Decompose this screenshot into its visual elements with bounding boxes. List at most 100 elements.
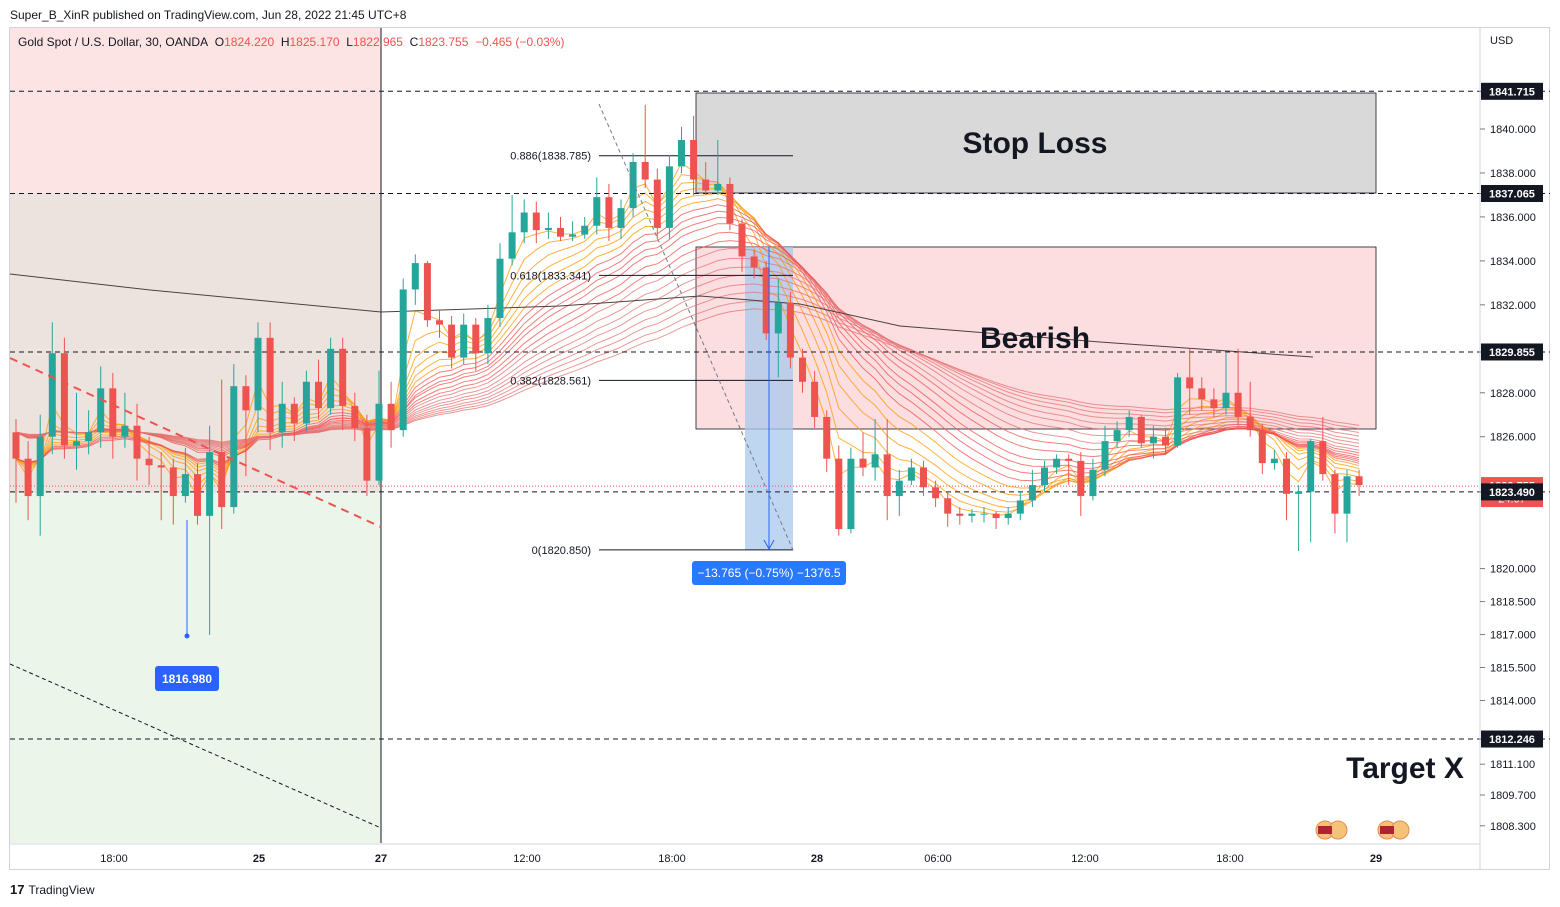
price-tag-bg xyxy=(1481,82,1543,100)
candle xyxy=(254,322,262,433)
candle xyxy=(532,201,540,244)
time-tick-label: 18:00 xyxy=(1216,853,1244,865)
candle xyxy=(327,337,335,415)
time-tick-label: 12:00 xyxy=(1071,853,1099,865)
candle xyxy=(315,359,322,420)
time-axis[interactable]: 18:00 25 27 12:00 18:00 28 06:00 12:00 18:00 29 xyxy=(100,853,1382,865)
candle xyxy=(593,177,601,235)
low-label: L xyxy=(346,35,353,49)
candle xyxy=(85,410,93,455)
zone-top-pink xyxy=(10,28,381,193)
candle xyxy=(883,419,891,521)
candle xyxy=(1149,425,1157,459)
candle xyxy=(1295,485,1303,552)
symbol-name: Gold Spot / U.S. Dollar, 30, OANDA xyxy=(18,35,209,49)
candle xyxy=(387,381,395,448)
time-tick-label: 12:00 xyxy=(513,853,541,865)
candle xyxy=(133,403,141,481)
candle xyxy=(508,194,516,266)
candle xyxy=(774,278,782,378)
candle xyxy=(1125,410,1133,437)
price-tick-label: 1826.000 xyxy=(1490,432,1536,444)
candle xyxy=(484,304,492,365)
horizontal-levels[interactable] xyxy=(10,90,1550,740)
price-tick-label: 1809.700 xyxy=(1490,790,1536,802)
ema-line xyxy=(15,274,1360,448)
candle xyxy=(1162,427,1169,455)
fib-label-3: 0(1820.850) xyxy=(532,545,591,557)
candle xyxy=(1113,421,1121,448)
candle xyxy=(1234,348,1242,426)
chart-frame xyxy=(9,27,1550,870)
economic-event-icons[interactable] xyxy=(1315,820,1410,840)
ema-200-line xyxy=(9,273,1314,358)
candle xyxy=(690,115,698,195)
ema-line xyxy=(15,257,1360,450)
candle xyxy=(968,509,976,523)
tradingview-logo-icon: 17 xyxy=(10,882,25,897)
candle xyxy=(823,410,831,472)
ema-line xyxy=(15,291,1360,445)
candle xyxy=(496,243,504,327)
candle xyxy=(1077,452,1085,516)
candle xyxy=(835,445,843,536)
measure-tag xyxy=(692,561,846,585)
candle xyxy=(302,370,310,433)
candle xyxy=(399,278,407,437)
stop-loss-label: Stop Loss xyxy=(962,127,1107,160)
candle xyxy=(169,458,177,525)
candle xyxy=(702,161,710,195)
fib-label-0: 0.886(1838.785) xyxy=(510,151,591,163)
change-value: −0.465 (−0.03%) xyxy=(475,35,565,49)
candle xyxy=(206,425,214,635)
price-tag-bg xyxy=(1481,185,1543,203)
candle xyxy=(992,511,1000,530)
footer-brand[interactable]: 17 TradingView xyxy=(10,882,95,897)
candle xyxy=(266,322,274,450)
candle xyxy=(472,318,480,371)
high-label: H xyxy=(280,35,290,49)
trend-line-black[interactable] xyxy=(9,663,382,829)
time-tick-label: 06:00 xyxy=(924,853,952,865)
ema-line xyxy=(15,216,1360,469)
fib-label-1: 0.618(1833.341) xyxy=(510,270,591,282)
candle xyxy=(811,370,819,428)
fib-retracement[interactable]: 0.886(1838.785) 0.618(1833.341) 0.382(1828… xyxy=(510,151,793,557)
footer-brand-text: TradingView xyxy=(28,882,95,897)
price-tick-label: 1828.000 xyxy=(1490,388,1536,400)
candle xyxy=(629,153,637,217)
candle xyxy=(1065,454,1073,486)
price-tick-label: 1818.500 xyxy=(1490,597,1536,609)
candle xyxy=(109,372,117,459)
candle xyxy=(157,452,165,521)
candle xyxy=(605,183,613,242)
symbol-legend[interactable]: Gold Spot / U.S. Dollar, 30, OANDA O1824… xyxy=(18,35,564,49)
publisher-line: Super_B_XinR published on TradingView.co… xyxy=(10,8,407,22)
candle xyxy=(242,375,250,477)
ema-line xyxy=(15,187,1360,503)
candle xyxy=(871,419,879,481)
trend-line-red[interactable] xyxy=(9,357,382,528)
price-tick-label: 1834.000 xyxy=(1490,256,1536,268)
candle xyxy=(1343,469,1351,543)
candle xyxy=(423,260,431,327)
ema-line xyxy=(15,266,1360,449)
open-label: O xyxy=(214,35,225,49)
price-tick-label: 1814.000 xyxy=(1490,695,1536,707)
candle xyxy=(980,507,988,523)
candle xyxy=(145,436,153,486)
candle xyxy=(290,397,298,442)
candle xyxy=(653,168,661,239)
candle xyxy=(557,216,564,242)
candle xyxy=(375,370,383,486)
candle xyxy=(460,313,468,365)
ema-line xyxy=(15,162,1360,516)
candle xyxy=(1319,416,1327,481)
stop-loss-zone[interactable] xyxy=(695,92,1377,194)
price-tick-label: 1836.000 xyxy=(1490,212,1536,224)
price-tick-label: 1815.500 xyxy=(1490,663,1536,675)
close-value: 1823.755 xyxy=(418,35,469,49)
candle xyxy=(194,463,201,525)
price-axis[interactable]: 1840.000 1838.000 1836.000 1834.000 1832.000… xyxy=(1480,124,1536,833)
